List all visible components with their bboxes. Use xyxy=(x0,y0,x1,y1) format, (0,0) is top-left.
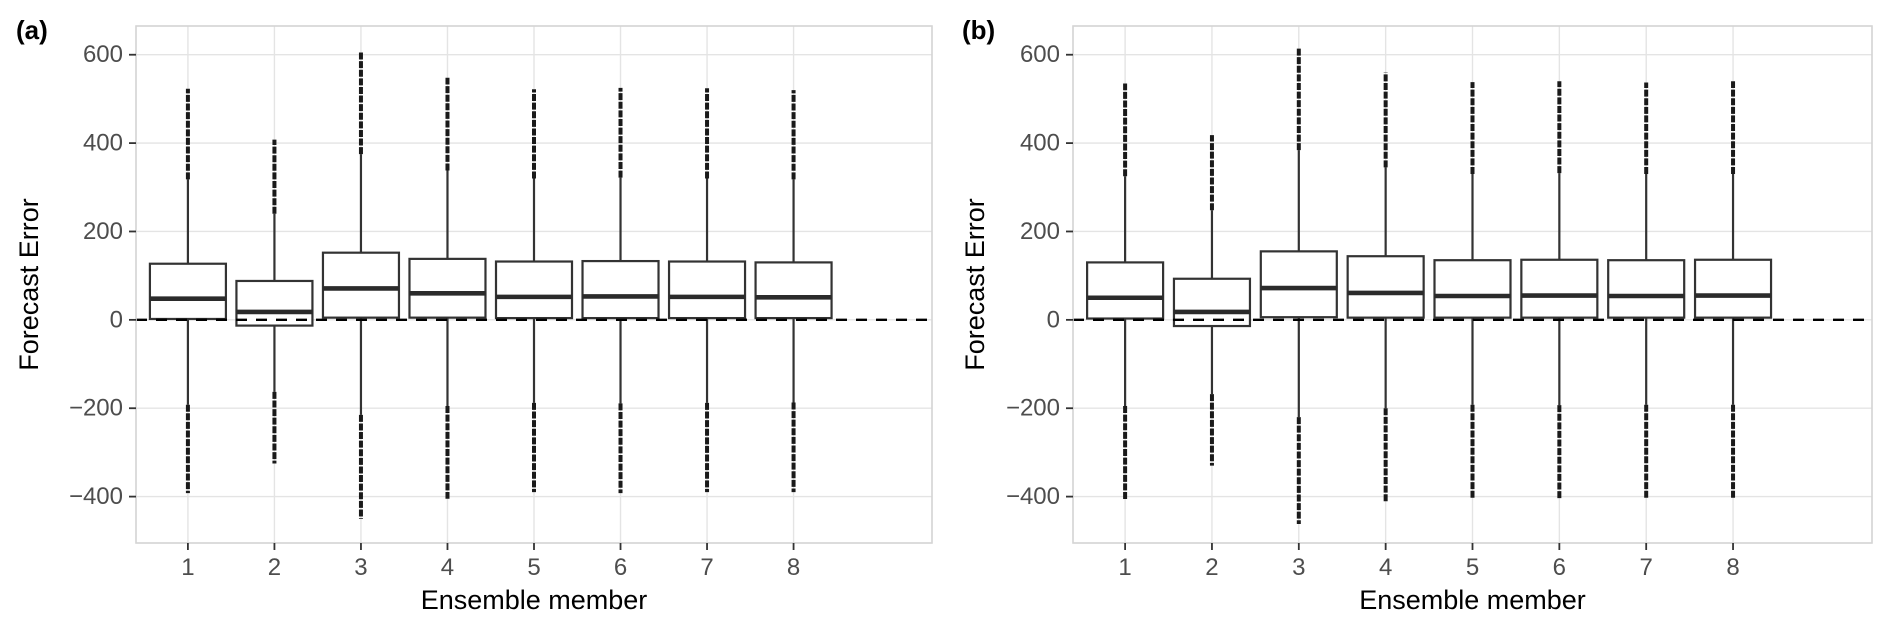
x-tick-label: 2 xyxy=(268,554,281,581)
iqr-box xyxy=(321,251,401,319)
box-member-6 xyxy=(1520,81,1599,499)
iqr-box xyxy=(1172,277,1252,328)
iqr-box xyxy=(235,279,314,327)
iqr-box xyxy=(494,260,574,320)
box-member-3 xyxy=(1259,48,1338,524)
x-tick-label: 8 xyxy=(1726,554,1739,581)
box-member-2 xyxy=(235,139,314,464)
x-tick-label: 6 xyxy=(1553,554,1566,581)
y-tick-label: 600 xyxy=(83,41,123,68)
box-member-8 xyxy=(1693,81,1773,498)
box-member-1 xyxy=(1086,83,1165,501)
x-tick-label: 3 xyxy=(354,554,367,581)
x-tick-label: 8 xyxy=(787,554,800,581)
iqr-box xyxy=(1607,259,1686,319)
box-member-3 xyxy=(321,51,401,519)
y-tick-label: −400 xyxy=(1006,483,1060,510)
x-tick-label: 5 xyxy=(527,554,540,581)
boxplot-svg-b: 600 400 200 0 −200 −400 1 2 3 4 5 6 7 8 Ensemble membe… xyxy=(960,15,1873,615)
box-member-5 xyxy=(494,89,574,493)
x-axis-title: Ensemble member xyxy=(421,585,648,615)
box-member-7 xyxy=(1607,82,1686,499)
y-axis-title: Forecast Error xyxy=(14,198,44,371)
x-tick-label: 1 xyxy=(1118,554,1131,581)
x-tick-label: 5 xyxy=(1466,554,1479,581)
x-tick-label: 4 xyxy=(441,554,454,581)
x-tick-label: 1 xyxy=(181,554,194,581)
boxplot-svg-a: 600 400 200 0 −200 −400 1 2 3 4 5 6 7 8 Ensemble membe… xyxy=(14,15,933,615)
panel-b: 600 400 200 0 −200 −400 1 2 3 4 5 6 7 8 Ensemble membe… xyxy=(946,0,1892,623)
y-tick-label: 200 xyxy=(1020,218,1060,245)
y-tick-label: −200 xyxy=(1006,395,1060,422)
box-member-6 xyxy=(581,87,660,494)
x-tick-label: 3 xyxy=(1292,554,1305,581)
x-tick-label: 4 xyxy=(1379,554,1392,581)
x-tick-label: 7 xyxy=(1640,554,1653,581)
y-tick-label: 0 xyxy=(110,306,123,333)
box-member-2 xyxy=(1172,135,1252,466)
iqr-box xyxy=(148,262,228,321)
x-tick-label: 7 xyxy=(700,554,713,581)
panel-a: 600 400 200 0 −200 −400 1 2 3 4 5 6 7 8 Ensemble membe… xyxy=(14,15,933,615)
iqr-box xyxy=(581,259,660,320)
x-tick-label: 6 xyxy=(614,554,627,581)
box-member-1 xyxy=(148,88,228,494)
box-member-7 xyxy=(667,88,747,493)
iqr-box xyxy=(1346,255,1425,319)
y-tick-label: 0 xyxy=(1047,306,1060,333)
iqr-box xyxy=(408,257,487,319)
y-tick-label: 400 xyxy=(1020,130,1060,157)
iqr-box xyxy=(667,260,747,320)
iqr-box xyxy=(1086,261,1165,320)
iqr-box xyxy=(754,261,833,320)
axes: 600 400 200 0 −200 −400 1 2 3 4 5 6 7 8 xyxy=(69,41,800,581)
iqr-box xyxy=(1433,259,1512,319)
y-tick-label: 600 xyxy=(1020,41,1060,68)
y-tick-label: 200 xyxy=(83,218,123,245)
axes: 600 400 200 0 −200 −400 1 2 3 4 5 6 7 8 xyxy=(1006,41,1740,581)
x-tick-label: 2 xyxy=(1205,554,1218,581)
iqr-box xyxy=(1693,258,1773,319)
y-tick-label: −400 xyxy=(69,483,123,510)
box-member-5 xyxy=(1433,82,1512,499)
panel-label: (b) xyxy=(962,15,995,45)
iqr-box xyxy=(1520,258,1599,319)
box-member-4 xyxy=(1346,72,1425,502)
box-member-4 xyxy=(408,77,487,499)
x-axis-title: Ensemble member xyxy=(1359,585,1586,615)
y-tick-label: −200 xyxy=(69,395,123,422)
iqr-box xyxy=(1259,250,1338,319)
y-tick-label: 400 xyxy=(83,130,123,157)
y-axis-title: Forecast Error xyxy=(960,198,990,371)
box-member-8 xyxy=(754,90,833,493)
panel-label: (a) xyxy=(16,15,48,45)
